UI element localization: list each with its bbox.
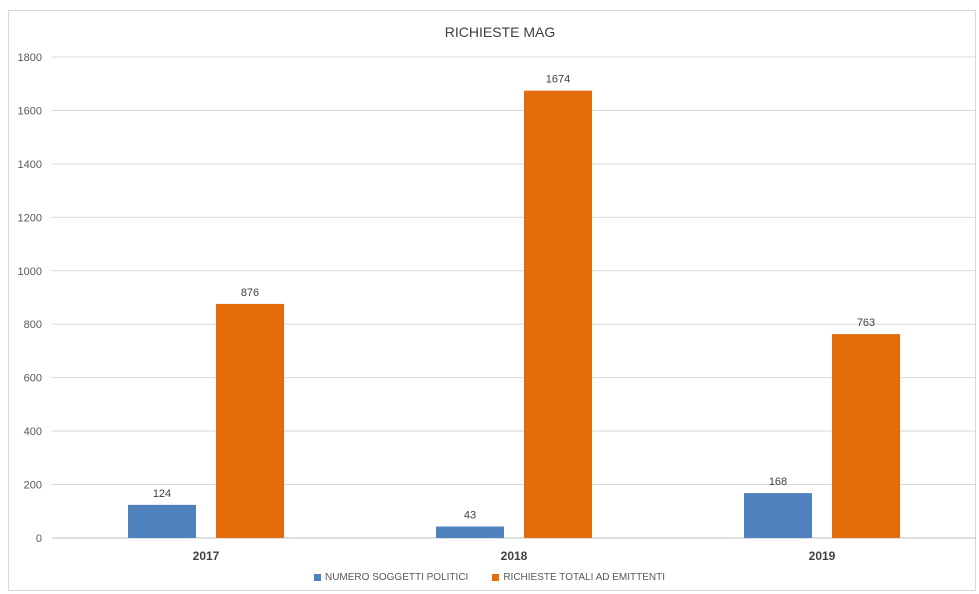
legend: NUMERO SOGGETTI POLITICI RICHIESTE TOTAL…	[0, 572, 979, 583]
y-tick-label: 400	[24, 426, 42, 438]
y-tick-label: 200	[24, 480, 42, 492]
chart-frame	[8, 10, 976, 591]
y-axis-ticks: 0 200 400 600 800 1000 1200 1400 1600 1800	[18, 52, 42, 545]
data-label: 876	[241, 287, 259, 299]
y-tick-label: 600	[24, 373, 42, 385]
legend-label: NUMERO SOGGETTI POLITICI	[324, 572, 469, 583]
data-label: 124	[153, 488, 171, 500]
gridlines	[52, 56, 976, 539]
data-label: 1674	[546, 74, 570, 86]
legend-swatch	[492, 574, 500, 581]
y-tick-label: 1200	[18, 212, 42, 224]
y-tick-label: 1600	[18, 105, 42, 117]
bar	[128, 504, 196, 538]
bar	[436, 526, 504, 538]
data-label: 763	[857, 317, 875, 329]
x-tick-label: 2019	[809, 549, 836, 563]
data-label: 43	[464, 510, 476, 522]
legend-label: RICHIESTE TOTALI AD EMITTENTI	[503, 572, 666, 583]
bar	[832, 334, 900, 538]
x-tick-label: 2017	[193, 549, 220, 563]
y-tick-label: 1800	[18, 52, 42, 64]
chart-title: RICHIESTE MAG	[445, 24, 555, 40]
data-label: 168	[769, 476, 787, 488]
y-tick-label: 0	[36, 533, 42, 545]
x-axis-ticks: 2017 2018 2019	[193, 549, 836, 563]
legend-swatch	[313, 574, 321, 581]
bar	[744, 493, 812, 538]
data-labels: 124 876 43 1674 168 763	[153, 74, 875, 522]
x-tick-label: 2018	[501, 549, 528, 563]
y-tick-label: 800	[24, 319, 42, 331]
bar	[216, 303, 284, 538]
legend-item-series-2: RICHIESTE TOTALI AD EMITTENTI	[492, 572, 665, 583]
bars	[128, 90, 900, 539]
legend-item-series-1: NUMERO SOGGETTI POLITICI	[313, 572, 469, 583]
bar	[524, 90, 592, 539]
y-tick-label: 1400	[18, 159, 42, 171]
y-tick-label: 1000	[18, 266, 42, 278]
